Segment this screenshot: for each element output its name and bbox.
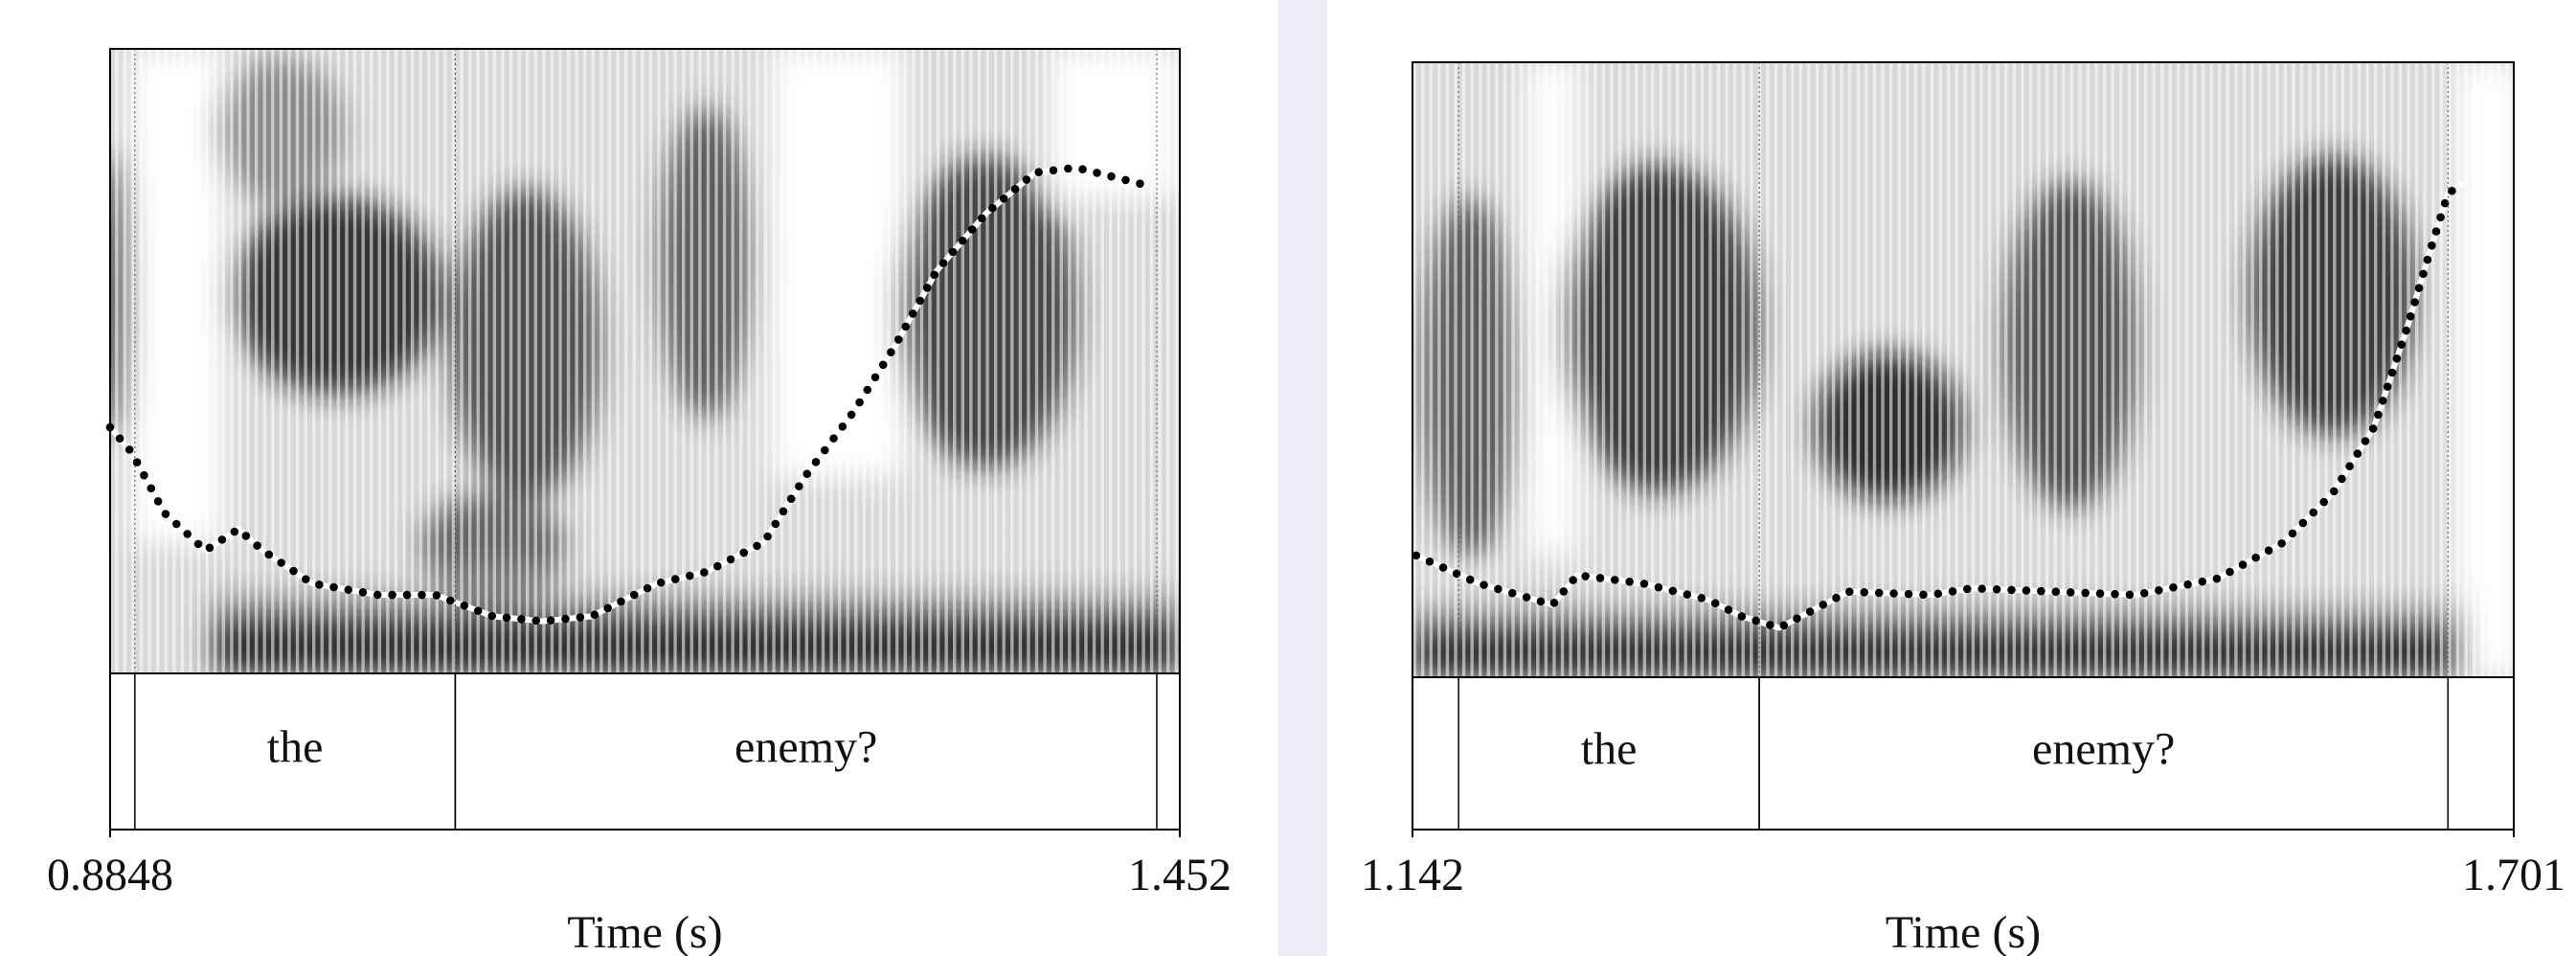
x-tick-label: 0.8848 bbox=[47, 850, 173, 900]
tier-frame bbox=[109, 672, 1181, 831]
spectrograms bbox=[105, 49, 2514, 677]
divider bbox=[1278, 0, 1327, 956]
spectrogram-right bbox=[1412, 62, 2514, 677]
pitch-contour bbox=[105, 163, 1146, 626]
interval-label: enemy? bbox=[2032, 724, 2175, 775]
x-axis-label: Time (s) bbox=[567, 907, 722, 956]
x-axis-label: Time (s) bbox=[1886, 907, 2041, 956]
interval-label: the bbox=[267, 722, 324, 773]
spectrogram-left bbox=[109, 49, 1180, 674]
interval-label: enemy? bbox=[734, 722, 877, 773]
x-tick-label: 1.452 bbox=[1128, 850, 1232, 900]
pitch-contours bbox=[105, 163, 2466, 632]
interval-label: the bbox=[1581, 724, 1638, 775]
tier-frame bbox=[1412, 676, 2515, 831]
x-tick-label: 1.701 bbox=[2462, 850, 2565, 900]
x-tick-label: 1.142 bbox=[1361, 850, 1464, 900]
pitch-contour bbox=[1412, 179, 2466, 632]
